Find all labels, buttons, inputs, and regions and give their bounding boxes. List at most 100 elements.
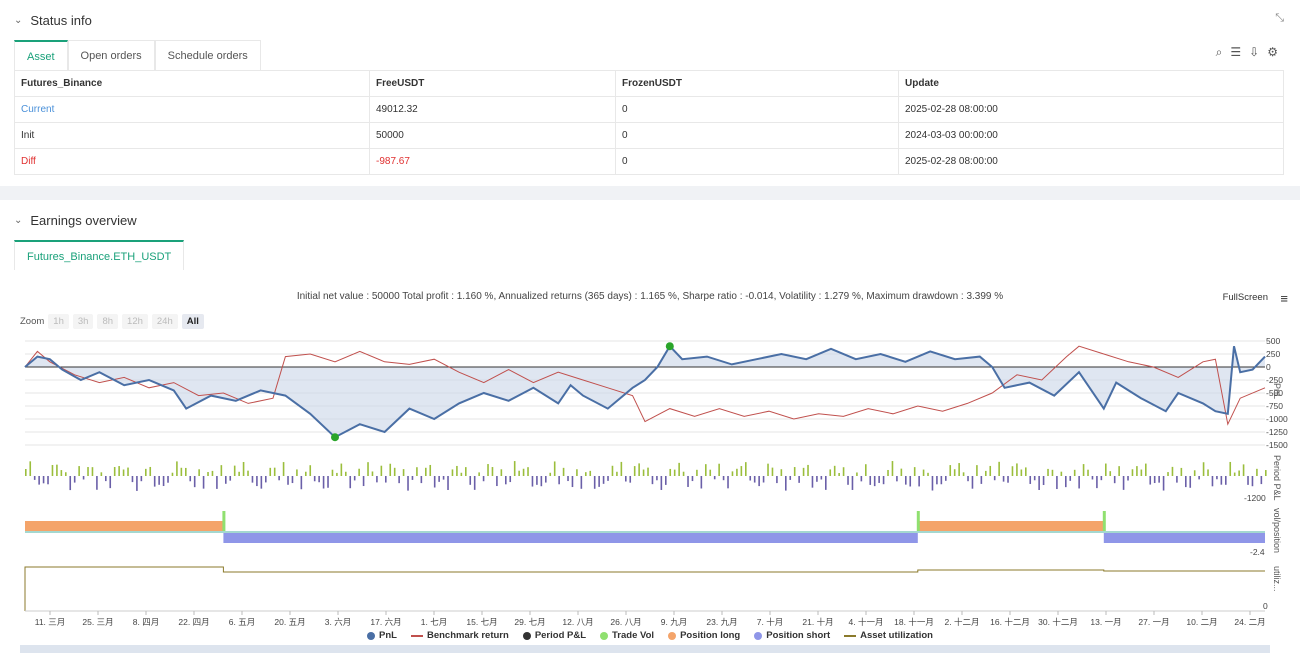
period-bar [149, 466, 152, 476]
cell-update: 2024-03-03 00:00:00 [898, 122, 1284, 149]
period-bar [402, 469, 405, 476]
period-bar [91, 467, 94, 476]
period-bar [762, 476, 765, 483]
chevron-down-icon[interactable]: ⌄ [14, 14, 23, 26]
period-bar [745, 462, 747, 476]
legend-asset-utilization[interactable]: Asset utilization [844, 630, 933, 641]
period-bar [638, 463, 640, 476]
period-bar [1060, 471, 1063, 476]
period-bar [980, 476, 983, 484]
tab-schedule-orders[interactable]: Schedule orders [154, 40, 261, 70]
legend-dot-icon [754, 631, 763, 640]
period-bar [691, 476, 694, 482]
legend-trade-vol[interactable]: Trade Vol [600, 630, 654, 641]
period-bar [1167, 472, 1169, 476]
period-bar [962, 472, 965, 476]
range-navigator[interactable] [20, 645, 1270, 653]
zoom-3h-button[interactable]: 3h [72, 314, 94, 329]
zoom-24h-button[interactable]: 24h [151, 314, 178, 329]
period-bar [580, 476, 583, 489]
period-bar [945, 476, 947, 481]
row-label: Diff [14, 148, 370, 175]
tab-asset[interactable]: Asset [14, 40, 68, 70]
period-bar [1100, 476, 1103, 481]
period-bar [562, 467, 565, 476]
x-tick-label: 16. 十二月 [990, 617, 1030, 627]
period-bar [927, 472, 929, 476]
period-bar [829, 469, 832, 476]
cell-frozen: 0 [615, 148, 899, 175]
zoom-all-button[interactable]: All [181, 314, 204, 329]
period-bar [833, 465, 836, 476]
period-bar [873, 476, 876, 487]
period-bar [1122, 476, 1125, 490]
legend-line-icon [844, 634, 857, 637]
period-bar [509, 476, 512, 483]
x-tick-label: 15. 七月 [466, 617, 497, 627]
period-bar [296, 469, 298, 476]
x-tick-label: 25. 三月 [82, 617, 113, 627]
period-bar [1113, 476, 1116, 484]
gear-icon[interactable]: ⚙ [1267, 45, 1278, 59]
zoom-1h-button[interactable]: 1h [48, 314, 69, 329]
period-bar [69, 476, 72, 491]
search-icon[interactable]: ⌕ [1215, 45, 1223, 59]
zoom-12h-button[interactable]: 12h [122, 314, 148, 329]
legend-period-pnl[interactable]: Period P&L [522, 630, 586, 641]
earnings-header[interactable]: ⌄ Earnings overview [0, 200, 1300, 240]
fullscreen-button[interactable]: FullScreen [1222, 292, 1268, 303]
tab-open-orders[interactable]: Open orders [67, 40, 155, 70]
row-label: Current [14, 96, 370, 123]
period-bar [456, 465, 458, 476]
period-bar [353, 476, 356, 481]
legend-benchmark[interactable]: Benchmark return [410, 630, 509, 641]
zoom-bar: Zoom 1h 3h 8h 12h 24h All [20, 314, 204, 329]
legend-position-short[interactable]: Position short [754, 630, 830, 641]
period-bar [438, 476, 440, 482]
menu-icon[interactable]: ≡ [1280, 291, 1288, 306]
benchmark-line [24, 345, 1266, 426]
period-bar [429, 464, 432, 476]
period-bar [1202, 462, 1205, 476]
period-bar [1242, 464, 1245, 476]
zoom-8h-button[interactable]: 8h [97, 314, 119, 329]
trade-vol-bar [222, 511, 226, 531]
period-bar [433, 476, 436, 488]
period-bar [336, 472, 338, 476]
x-tick-label: 23. 九月 [706, 617, 737, 627]
period-bar [322, 476, 325, 489]
period-bar [420, 476, 423, 484]
period-bar [576, 469, 578, 476]
period-axis-ticks: -1200 [1244, 493, 1266, 503]
period-bar [1029, 476, 1032, 484]
period-bar [518, 470, 520, 476]
period-bar [985, 470, 987, 476]
period-bar [1176, 476, 1178, 483]
period-bar [1233, 472, 1236, 476]
period-pnl-bars [25, 461, 1267, 491]
period-bar [642, 469, 645, 476]
period-bar [313, 476, 316, 482]
period-bar [549, 472, 552, 476]
period-bar [607, 476, 609, 481]
period-bar [971, 476, 974, 489]
period-bar [513, 461, 516, 476]
period-bar [1260, 476, 1263, 485]
expand-icon[interactable]: ⤡ [1275, 12, 1284, 24]
legend-position-long[interactable]: Position long [668, 630, 740, 641]
period-bar [1065, 476, 1067, 488]
cloud-download-icon[interactable]: ⇩ [1249, 45, 1260, 59]
legend-pnl[interactable]: PnL [367, 630, 397, 641]
period-bar [816, 476, 818, 482]
legend-dot-icon [367, 631, 376, 640]
x-axis-ticks: 11. 三月 25. 三月 8. 四月 22. 四月 6. 五月 20. 五月 3. 六月 1… [35, 611, 1266, 627]
position-bars [25, 511, 1265, 543]
tab-eth-usdt[interactable]: Futures_Binance.ETH_USDT [14, 240, 185, 270]
period-bar [349, 476, 352, 489]
status-header[interactable]: ⌄ Status info [0, 0, 1300, 40]
cell-update: 2025-02-28 08:00:00 [898, 96, 1284, 123]
period-bar [416, 467, 418, 476]
period-bar [558, 476, 560, 485]
list-icon[interactable]: ☰ [1230, 45, 1242, 59]
chevron-down-icon[interactable]: ⌄ [14, 214, 23, 226]
